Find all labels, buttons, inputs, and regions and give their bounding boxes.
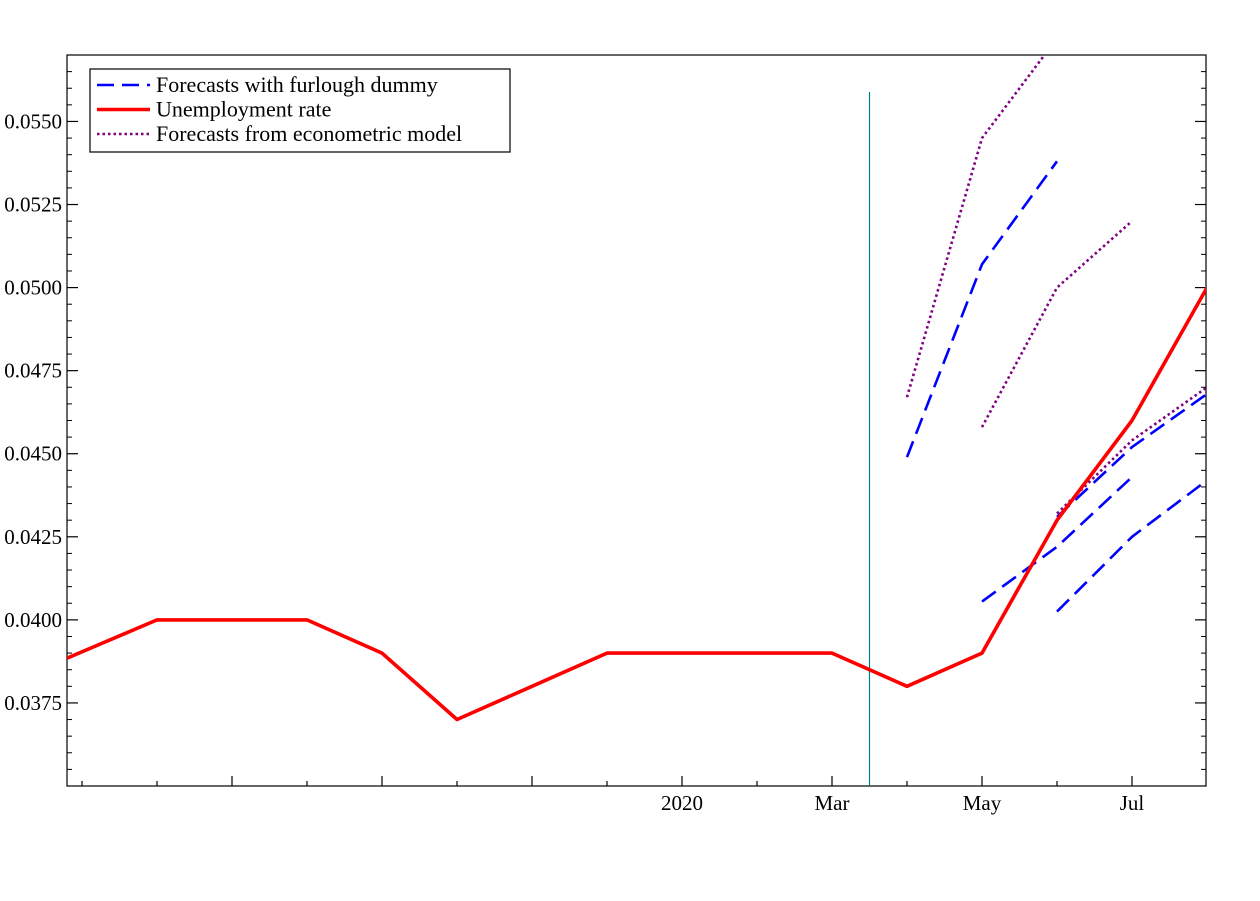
y-tick-label: 0.0400 xyxy=(4,608,62,632)
plot-area xyxy=(67,55,1206,786)
forecast-line-furlough-dummy xyxy=(1056,479,1206,613)
plot-frame xyxy=(66,54,1207,787)
legend-label: Unemployment rate xyxy=(156,97,331,122)
y-tick-label: 0.0550 xyxy=(4,109,62,133)
forecast-line-furlough-dummy xyxy=(1056,393,1206,518)
y-tick-label: 0.0525 xyxy=(4,193,62,217)
legend-label: Forecasts from econometric model xyxy=(156,121,462,146)
forecast-line-econometric-model xyxy=(980,220,1133,428)
y-axis: 0.0375 0.0400 0.0425 0.0450 0.0475 0.0500 0.05… xyxy=(4,71,1206,770)
legend: Forecasts with furlough dummyUnemploymen… xyxy=(89,68,511,153)
x-axis: 2020 Mar May Jul xyxy=(81,776,1145,815)
forecast-line-furlough-dummy xyxy=(905,160,1059,458)
y-tick-label: 0.0450 xyxy=(4,442,62,466)
x-tick-label: Jul xyxy=(1120,791,1145,815)
forecast-line-econometric-model xyxy=(905,55,1047,398)
y-tick-label: 0.0425 xyxy=(4,525,62,549)
y-tick-label: 0.0375 xyxy=(4,691,62,715)
legend-box xyxy=(89,68,511,153)
x-tick-label: May xyxy=(963,791,1002,815)
x-tick-label: 2020 xyxy=(661,791,703,815)
forecast-line-furlough-dummy xyxy=(981,476,1133,603)
y-tick-label: 0.0475 xyxy=(4,359,62,383)
y-tick-label: 0.0500 xyxy=(4,276,62,300)
x-tick-label: Mar xyxy=(815,791,850,815)
series-line-unemployment-rate xyxy=(67,286,1206,722)
legend-label: Forecasts with furlough dummy xyxy=(156,72,438,97)
